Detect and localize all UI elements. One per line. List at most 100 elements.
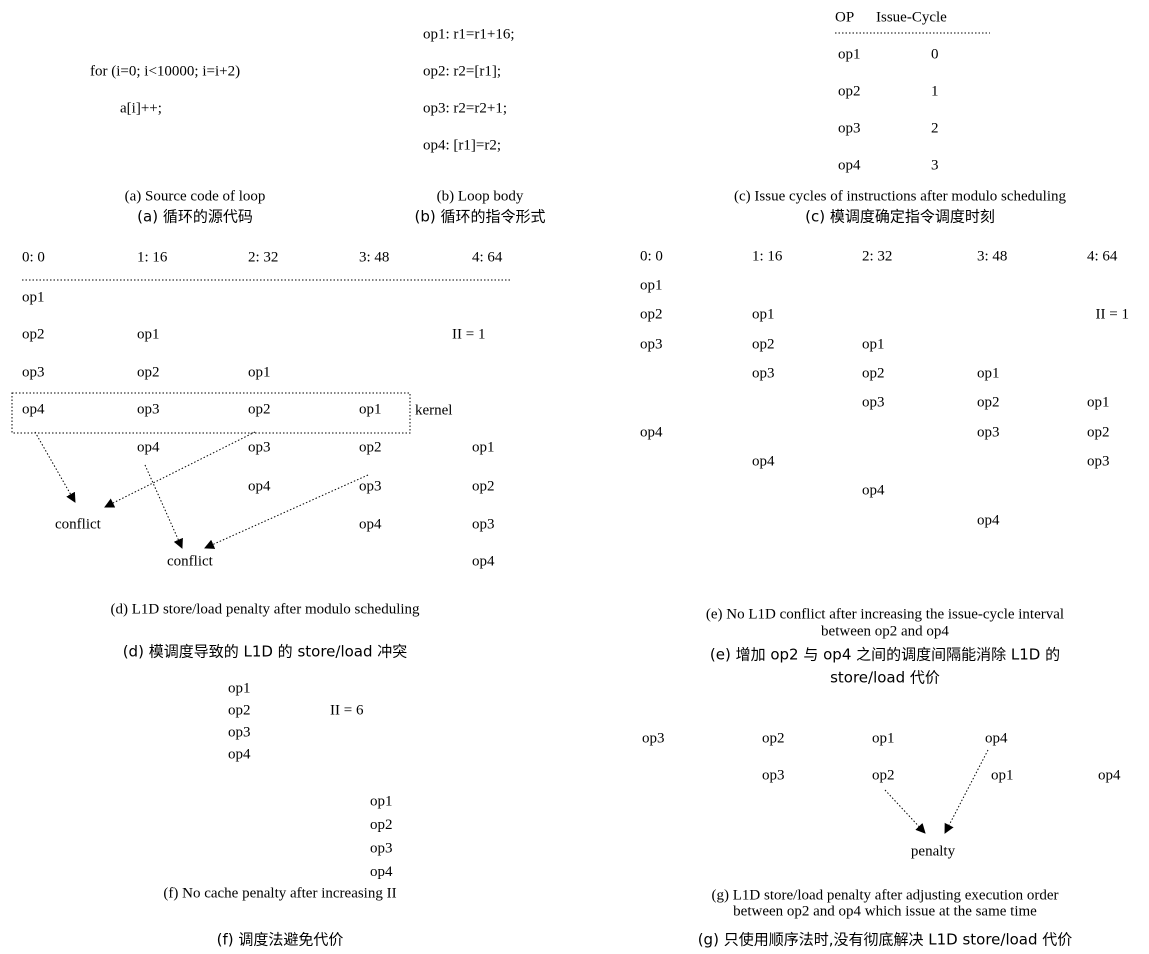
arrow	[884, 789, 926, 834]
column-header: OP	[835, 9, 854, 25]
code-line: op1: r1=r1+16;	[423, 26, 515, 42]
kernel-box	[11, 392, 411, 434]
cell: op2	[838, 83, 861, 99]
arrow	[34, 431, 76, 503]
arrow	[204, 474, 369, 549]
cell: op2	[359, 439, 382, 455]
caption-zh: (f) 调度法避免代价	[217, 931, 344, 949]
caption-zh: store/load 代价	[830, 669, 940, 687]
op: op1	[991, 767, 1014, 783]
ii-label: II = 6	[330, 702, 364, 718]
conflict-label: conflict	[55, 516, 102, 532]
cell: op4	[248, 478, 271, 494]
caption: (f) No cache penalty after increasing II	[163, 885, 396, 901]
cell: op4	[472, 553, 495, 569]
op: op1	[370, 793, 393, 809]
op: op2	[872, 767, 895, 783]
cell: op2	[472, 478, 495, 494]
cell: op3	[640, 336, 663, 352]
conflict-label: conflict	[167, 553, 214, 569]
op: op4	[228, 746, 251, 762]
column-header: 2: 32	[248, 249, 278, 265]
caption: (g) L1D store/load penalty after adjusti…	[712, 887, 1059, 903]
column-header: 4: 64	[1087, 248, 1118, 264]
cell: op2	[977, 394, 1000, 410]
cell: op4	[752, 453, 775, 469]
cell: 2	[931, 120, 939, 136]
cell: 0	[931, 46, 939, 62]
cell: op4	[640, 424, 663, 440]
caption-zh: (c) 模调度确定指令调度时刻	[805, 208, 995, 226]
cell: op2	[640, 306, 663, 322]
code-line: op3: r2=r2+1;	[423, 100, 507, 116]
ii-label: II = 1	[1096, 306, 1129, 322]
column-header: 3: 48	[359, 249, 389, 265]
code-line: a[i]++;	[120, 100, 162, 116]
cell: op4	[137, 439, 160, 455]
cell: op2	[1087, 424, 1110, 440]
caption-zh: (a) 循环的源代码	[137, 208, 253, 226]
cell: op1	[752, 306, 775, 322]
cell: op1	[862, 336, 885, 352]
cell: op1	[22, 289, 45, 305]
caption: (e) No L1D conflict after increasing the…	[706, 606, 1064, 622]
cell: op2	[752, 336, 775, 352]
caption-zh: (g) 只使用顺序法时,没有彻底解决 L1D store/load 代价	[698, 931, 1073, 949]
op: op4	[985, 730, 1008, 746]
cell: op1	[977, 365, 1000, 381]
cell: op1	[248, 364, 271, 380]
op: op2	[762, 730, 785, 746]
op: op3	[762, 767, 785, 783]
cell: op1	[838, 46, 861, 62]
caption-zh: (d) 模调度导致的 L1D 的 store/load 冲突	[123, 643, 408, 661]
op: op3	[228, 724, 251, 740]
code-line: for (i=0; i<10000; i=i+2)	[90, 63, 240, 79]
op: op2	[228, 702, 251, 718]
column-header: 3: 48	[977, 248, 1007, 264]
cell: op4	[862, 482, 885, 498]
cell: op3	[472, 516, 495, 532]
cell: 3	[931, 157, 939, 173]
cell: op3	[838, 120, 861, 136]
column-header: 4: 64	[472, 249, 503, 265]
column-header: Issue-Cycle	[876, 9, 947, 25]
cell: op3	[752, 365, 775, 381]
cell: op1	[472, 439, 495, 455]
caption: (c) Issue cycles of instructions after m…	[734, 188, 1066, 204]
caption-zh: (b) 循环的指令形式	[415, 208, 546, 226]
caption: between op2 and op4 which issue at the s…	[733, 903, 1037, 919]
cell: op2	[22, 326, 45, 342]
op: op3	[642, 730, 665, 746]
column-header: 0: 0	[22, 249, 45, 265]
op: op1	[872, 730, 895, 746]
cell: op4	[977, 512, 1000, 528]
arrows	[34, 431, 989, 834]
ii-label: II = 1	[452, 326, 485, 342]
op: op3	[370, 840, 393, 856]
op: op4	[370, 864, 393, 880]
column-header: 2: 32	[862, 248, 892, 264]
column-header: 1: 16	[752, 248, 783, 264]
caption: between op2 and op4	[821, 623, 949, 639]
cell: op3	[862, 394, 885, 410]
column-header: 1: 16	[137, 249, 168, 265]
arrow	[104, 431, 256, 508]
cell: op4	[359, 516, 382, 532]
code-line: op2: r2=[r1];	[423, 63, 501, 79]
cell: op2	[862, 365, 885, 381]
cell: op1	[1087, 394, 1110, 410]
op: op4	[1098, 767, 1121, 783]
cell: op3	[359, 478, 382, 494]
arrow	[144, 464, 183, 549]
cell: op2	[137, 364, 160, 380]
code-line: op4: [r1]=r2;	[423, 137, 501, 153]
cell: op2	[248, 401, 271, 417]
cell: op3	[22, 364, 45, 380]
caption: (a) Source code of loop	[125, 188, 266, 204]
cell: op3	[137, 401, 160, 417]
cell: op3	[248, 439, 271, 455]
caption: (b) Loop body	[437, 188, 524, 204]
penalty-label: penalty	[911, 843, 956, 859]
cell: op3	[977, 424, 1000, 440]
